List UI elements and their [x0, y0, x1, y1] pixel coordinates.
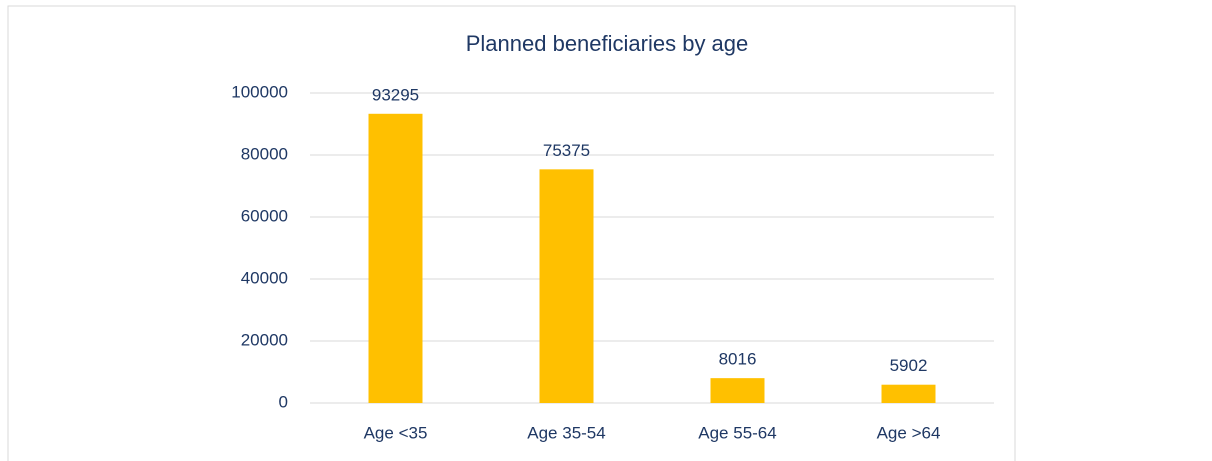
- y-tick-label: 100000: [231, 82, 288, 101]
- bar: [539, 169, 594, 403]
- chart-frame: [7, 5, 1016, 461]
- x-tick-label: Age >64: [877, 423, 941, 442]
- y-tick-label: 80000: [241, 144, 288, 163]
- data-label: 93295: [372, 85, 419, 104]
- y-tick-label: 40000: [241, 268, 288, 287]
- bar: [881, 384, 936, 403]
- data-label: 8016: [719, 350, 757, 369]
- bar: [710, 378, 765, 403]
- y-tick-label: 20000: [241, 330, 288, 349]
- x-tick-label: Age 35-54: [527, 423, 605, 442]
- y-tick-label: 0: [279, 392, 288, 411]
- data-label: 75375: [543, 141, 590, 160]
- x-tick-label: Age <35: [364, 423, 428, 442]
- y-tick-label: 60000: [241, 206, 288, 225]
- data-label: 5902: [890, 356, 928, 375]
- chart-title: Planned beneficiaries by age: [466, 31, 749, 56]
- x-tick-label: Age 55-64: [698, 423, 776, 442]
- bar: [368, 113, 423, 404]
